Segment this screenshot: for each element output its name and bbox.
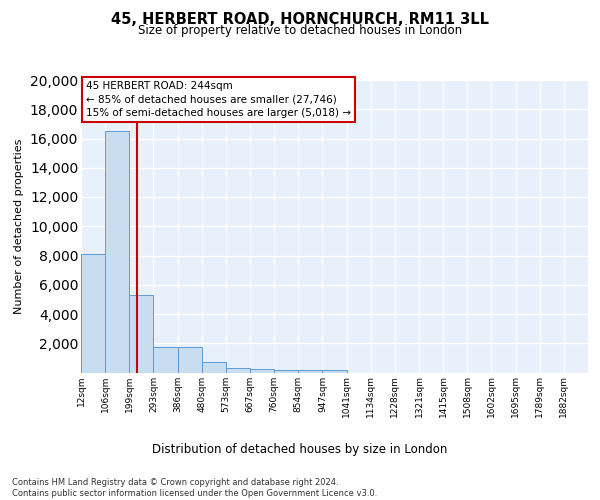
Bar	[298, 370, 322, 372]
Bar	[250, 369, 274, 372]
Bar	[81, 254, 105, 372]
Y-axis label: Number of detached properties: Number of detached properties	[14, 138, 24, 314]
Text: Contains HM Land Registry data © Crown copyright and database right 2024.
Contai: Contains HM Land Registry data © Crown c…	[12, 478, 377, 498]
Bar	[129, 295, 154, 372]
Text: Distribution of detached houses by size in London: Distribution of detached houses by size …	[152, 442, 448, 456]
Bar	[202, 362, 226, 372]
Text: Size of property relative to detached houses in London: Size of property relative to detached ho…	[138, 24, 462, 37]
Bar	[226, 368, 250, 372]
Text: 45, HERBERT ROAD, HORNCHURCH, RM11 3LL: 45, HERBERT ROAD, HORNCHURCH, RM11 3LL	[111, 12, 489, 28]
Bar	[322, 370, 347, 372]
Text: 45 HERBERT ROAD: 244sqm
← 85% of detached houses are smaller (27,746)
15% of sem: 45 HERBERT ROAD: 244sqm ← 85% of detache…	[86, 82, 351, 118]
Bar	[178, 347, 202, 372]
Bar	[154, 347, 178, 372]
Bar	[105, 131, 129, 372]
Bar	[274, 370, 298, 372]
